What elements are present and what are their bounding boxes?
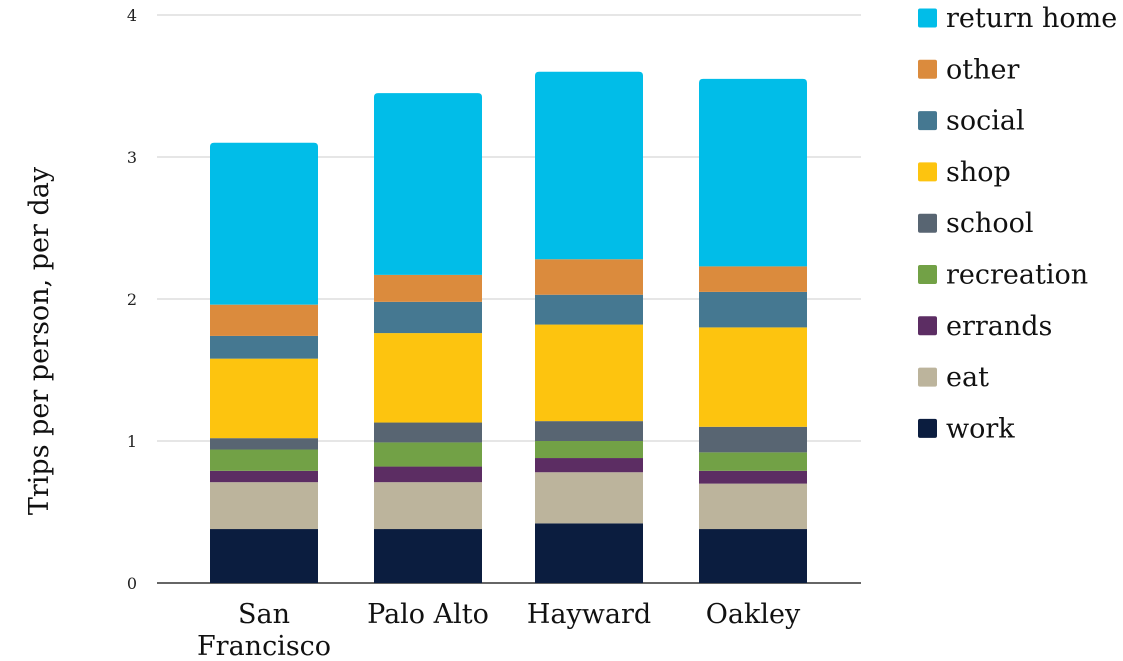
bar-segment-work — [535, 523, 643, 583]
bar-segment-eat — [699, 483, 807, 530]
bar-segment-school — [374, 422, 482, 443]
bar-segment-other — [210, 304, 318, 336]
legend-label: other — [946, 54, 1019, 85]
bar-segment-errands — [210, 470, 318, 483]
bar-segment-return-home — [535, 71, 643, 260]
legend-swatch — [918, 8, 937, 28]
legend-item: work — [918, 413, 1015, 444]
bar-segment-social — [210, 335, 318, 359]
bar-segment-social — [535, 294, 643, 325]
bar-segment-errands — [374, 466, 482, 483]
legend-label: school — [946, 208, 1034, 239]
bar-segment-other — [374, 274, 482, 302]
bar-segment-shop — [210, 358, 318, 439]
y-tick-label: 0 — [127, 574, 137, 593]
category-label: Hayward — [527, 599, 651, 630]
y-tick-label: 3 — [127, 148, 137, 167]
legend-swatch — [918, 367, 937, 387]
legend-item: return home — [918, 3, 1117, 34]
legend: return home other social shop school recreati… — [918, 3, 1117, 444]
y-axis-ticks: 0 1 2 3 4 — [127, 6, 137, 593]
bar-segment-recreation — [535, 441, 643, 459]
bar-segment-errands — [699, 470, 807, 484]
legend-swatch — [918, 162, 937, 182]
legend-item: errands — [918, 311, 1052, 342]
bar-segment-work — [210, 529, 318, 583]
legend-label: return home — [946, 3, 1117, 34]
bar-segment-school — [535, 421, 643, 441]
bar-segment-recreation — [699, 452, 807, 471]
bar-stack — [535, 71, 643, 583]
legend-item: other — [918, 54, 1019, 85]
bar-segment-return-home — [210, 142, 318, 305]
bar-segment-eat — [535, 472, 643, 524]
bar-stack — [699, 78, 807, 583]
bar-segment-other — [699, 266, 807, 292]
legend-label: social — [946, 106, 1025, 137]
bar-stack — [374, 93, 482, 583]
y-tick-label: 2 — [127, 290, 137, 309]
legend-item: school — [918, 208, 1034, 239]
bar-segment-work — [699, 529, 807, 583]
legend-swatch — [918, 59, 937, 79]
legend-item: recreation — [918, 260, 1088, 291]
legend-item: eat — [918, 362, 989, 393]
legend-swatch — [918, 265, 937, 284]
category-label: Oakley — [706, 599, 801, 630]
legend-label: recreation — [946, 260, 1088, 291]
bar-segment-school — [699, 426, 807, 453]
legend-label: errands — [946, 311, 1052, 342]
legend-swatch — [918, 111, 937, 131]
bar-segment-school — [210, 438, 318, 450]
bar-segment-shop — [699, 327, 807, 427]
bar-segment-errands — [535, 458, 643, 473]
legend-label: eat — [946, 362, 989, 393]
bar-stack — [210, 142, 318, 583]
bar-segment-shop — [535, 324, 643, 422]
legend-swatch — [918, 418, 937, 438]
y-tick-label: 1 — [127, 432, 137, 451]
bar-segment-recreation — [210, 449, 318, 471]
bar-segment-return-home — [374, 93, 482, 275]
bar-segment-eat — [210, 482, 318, 530]
legend-item: social — [918, 106, 1025, 137]
bar-segment-shop — [374, 333, 482, 423]
bars — [210, 71, 807, 583]
legend-swatch — [918, 316, 937, 336]
bar-segment-work — [374, 529, 482, 583]
bar-segment-social — [699, 291, 807, 328]
bar-segment-social — [374, 301, 482, 334]
bar-segment-recreation — [374, 442, 482, 467]
category-label: Palo Alto — [367, 599, 489, 630]
x-axis-categories: San Francisco Palo Alto Hayward Oakley — [197, 599, 801, 661]
bar-segment-eat — [374, 482, 482, 530]
bar-segment-return-home — [699, 78, 807, 267]
category-label: San Francisco — [197, 599, 331, 661]
legend-label: work — [946, 413, 1015, 444]
legend-swatch — [918, 213, 937, 233]
y-axis-label: Trips per person, per day — [24, 166, 55, 515]
bar-segment-other — [535, 259, 643, 295]
legend-item: shop — [918, 157, 1011, 188]
legend-label: shop — [946, 157, 1011, 188]
y-tick-label: 4 — [127, 6, 137, 25]
